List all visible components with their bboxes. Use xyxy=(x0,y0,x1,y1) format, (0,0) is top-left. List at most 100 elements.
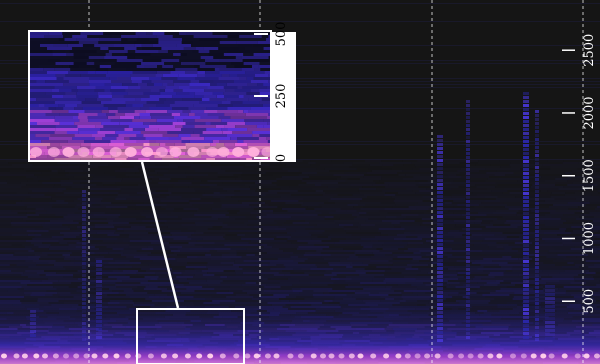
inset-cell xyxy=(105,53,112,56)
spectrogram-cell xyxy=(51,198,78,200)
inset-cell xyxy=(188,113,195,116)
inset-pulse-mark xyxy=(30,147,42,157)
inset-cell xyxy=(250,107,270,110)
energy-streak xyxy=(545,325,555,328)
spectrogram-cell xyxy=(503,246,522,248)
pulse-mark xyxy=(13,353,20,359)
spectrogram-cell xyxy=(452,196,485,198)
inset-cell xyxy=(164,32,179,35)
spectrogram-cell xyxy=(431,262,442,264)
spectrogram-cell xyxy=(26,230,49,232)
spectrogram-cell xyxy=(206,266,239,268)
spectrogram-cell xyxy=(58,172,69,174)
spectrogram-cell xyxy=(375,182,385,184)
inset-cell xyxy=(55,74,66,77)
spectrogram-cell xyxy=(451,246,470,248)
spectrogram-cell xyxy=(407,244,422,246)
inset-cell xyxy=(239,32,266,35)
energy-streak xyxy=(82,322,86,325)
spectrogram-cell xyxy=(276,266,286,268)
pulse-mark xyxy=(520,353,527,359)
spectrogram-cell xyxy=(17,212,27,214)
inset-cell xyxy=(236,41,258,44)
spectrogram-cell xyxy=(195,270,202,272)
pulse-mark xyxy=(219,353,226,359)
inset-cell xyxy=(232,131,253,134)
energy-streak xyxy=(82,290,86,293)
inset-cell xyxy=(239,35,262,38)
energy-streak xyxy=(466,256,470,259)
inset-cell xyxy=(199,101,222,104)
spectrogram-cell xyxy=(339,278,352,280)
spectrogram-cell xyxy=(594,264,600,266)
pulse-mark xyxy=(540,353,547,359)
energy-streak xyxy=(96,284,102,287)
spectrogram-cell xyxy=(576,210,583,212)
inset-cell xyxy=(164,89,174,92)
inset-cell xyxy=(71,149,81,152)
spectrogram-cell xyxy=(42,252,72,254)
spectrogram-cell xyxy=(292,222,310,224)
energy-streak xyxy=(437,171,443,174)
inset-cell xyxy=(132,128,145,131)
spectrogram-cell xyxy=(567,180,600,182)
spectrogram-cell xyxy=(181,196,213,198)
inset-cell xyxy=(149,140,156,143)
energy-streak xyxy=(535,294,539,297)
inset-cell xyxy=(59,89,72,92)
spectrogram-cell xyxy=(333,216,357,218)
inset-cell xyxy=(182,125,195,128)
inset-cell xyxy=(102,137,117,140)
inset-cell xyxy=(103,125,129,128)
spectrogram-cell xyxy=(46,166,80,168)
spectrogram-cell xyxy=(273,210,288,212)
spectrogram-cell xyxy=(115,230,124,232)
spectrogram-cell xyxy=(16,264,37,266)
spectrogram-cell xyxy=(486,248,505,250)
energy-streak xyxy=(535,118,539,121)
spectrogram-cell xyxy=(408,206,433,208)
spectrogram-cell xyxy=(385,298,394,300)
spectrogram-cell xyxy=(62,190,87,192)
spectrogram-cell xyxy=(376,188,407,190)
spectrogram-cell xyxy=(64,200,74,202)
inset-cell xyxy=(82,107,108,110)
spectrogram-cell xyxy=(385,286,393,288)
spectrogram-cell xyxy=(576,218,600,220)
inset-cell xyxy=(183,119,195,122)
inset-cell xyxy=(162,134,179,137)
spectrogram-cell xyxy=(107,296,130,298)
inset-cell xyxy=(112,53,125,56)
spectrogram-cell xyxy=(161,206,194,208)
pulse-mark xyxy=(244,353,251,359)
spectrogram-cell xyxy=(302,178,337,180)
spectrogram-cell xyxy=(77,286,104,288)
spectrogram-cell xyxy=(34,232,60,234)
pulse-mark xyxy=(477,353,484,359)
energy-streak xyxy=(466,180,470,183)
inset-cell xyxy=(134,62,142,65)
spectrogram-cell xyxy=(356,210,379,212)
spectrogram-cell xyxy=(403,164,415,166)
spectrogram-cell xyxy=(151,178,159,180)
spectrogram-cell xyxy=(0,170,10,172)
inset-cell xyxy=(90,146,114,149)
energy-streak xyxy=(535,222,539,225)
spectrogram-cell xyxy=(354,292,371,294)
spectrogram-cell xyxy=(536,202,568,204)
spectrogram-cell xyxy=(381,226,394,228)
spectrogram-cell xyxy=(509,192,528,194)
spectrogram-cell xyxy=(572,182,585,184)
spectrogram-cell xyxy=(565,292,582,294)
inset-cell xyxy=(30,125,56,128)
spectrogram-cell xyxy=(300,288,333,290)
inset-cell xyxy=(248,110,270,113)
spectrogram-cell xyxy=(291,288,301,290)
spectrogram-cell xyxy=(148,264,166,266)
spectrogram-cell xyxy=(596,284,600,286)
spectrogram-cell xyxy=(108,262,141,264)
spectrogram-cell xyxy=(120,254,142,256)
inset-cell xyxy=(30,158,55,160)
spectrogram-cell xyxy=(0,246,25,248)
